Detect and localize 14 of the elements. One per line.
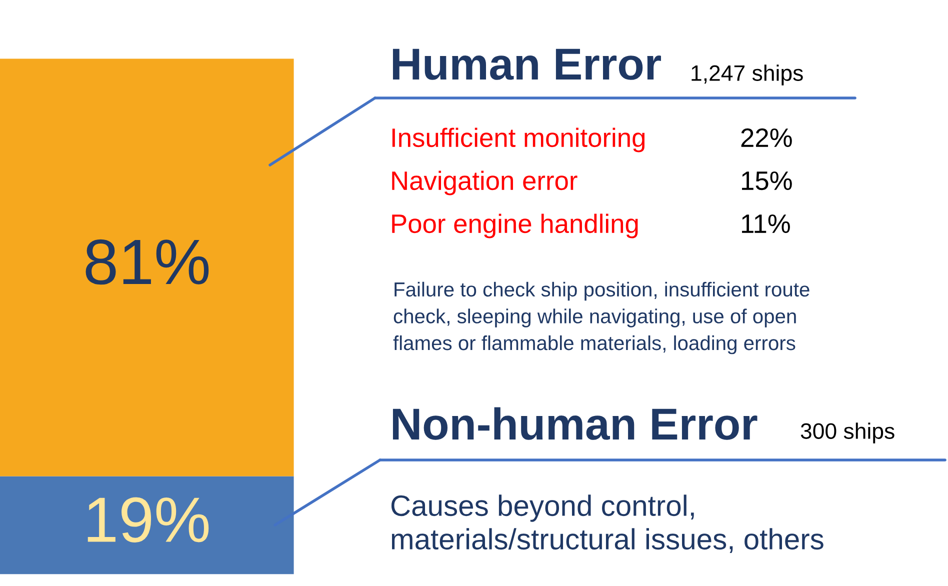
text: Causes beyond control, materials/structural issues, others [391, 494, 824, 554]
text: Poor engine handling [392, 214, 638, 238]
text: Human Error [392, 48, 661, 80]
text: 15% [742, 172, 792, 190]
text: 11% [742, 214, 790, 233]
text: Insufficient monitoring [392, 128, 645, 152]
text: 300 ships [800, 422, 894, 444]
text: 22% [741, 128, 792, 147]
data-label: 81% [86, 239, 209, 285]
text: Navigation error [392, 170, 578, 196]
text: 1,247 ships [692, 64, 803, 86]
data-label: 19% [88, 497, 209, 542]
text: Failure to check ship position, insufficient route check, sleeping while navigating, use of open flames or flammable materials, loading errors [393, 282, 810, 354]
text: Non-human Error [392, 407, 758, 440]
